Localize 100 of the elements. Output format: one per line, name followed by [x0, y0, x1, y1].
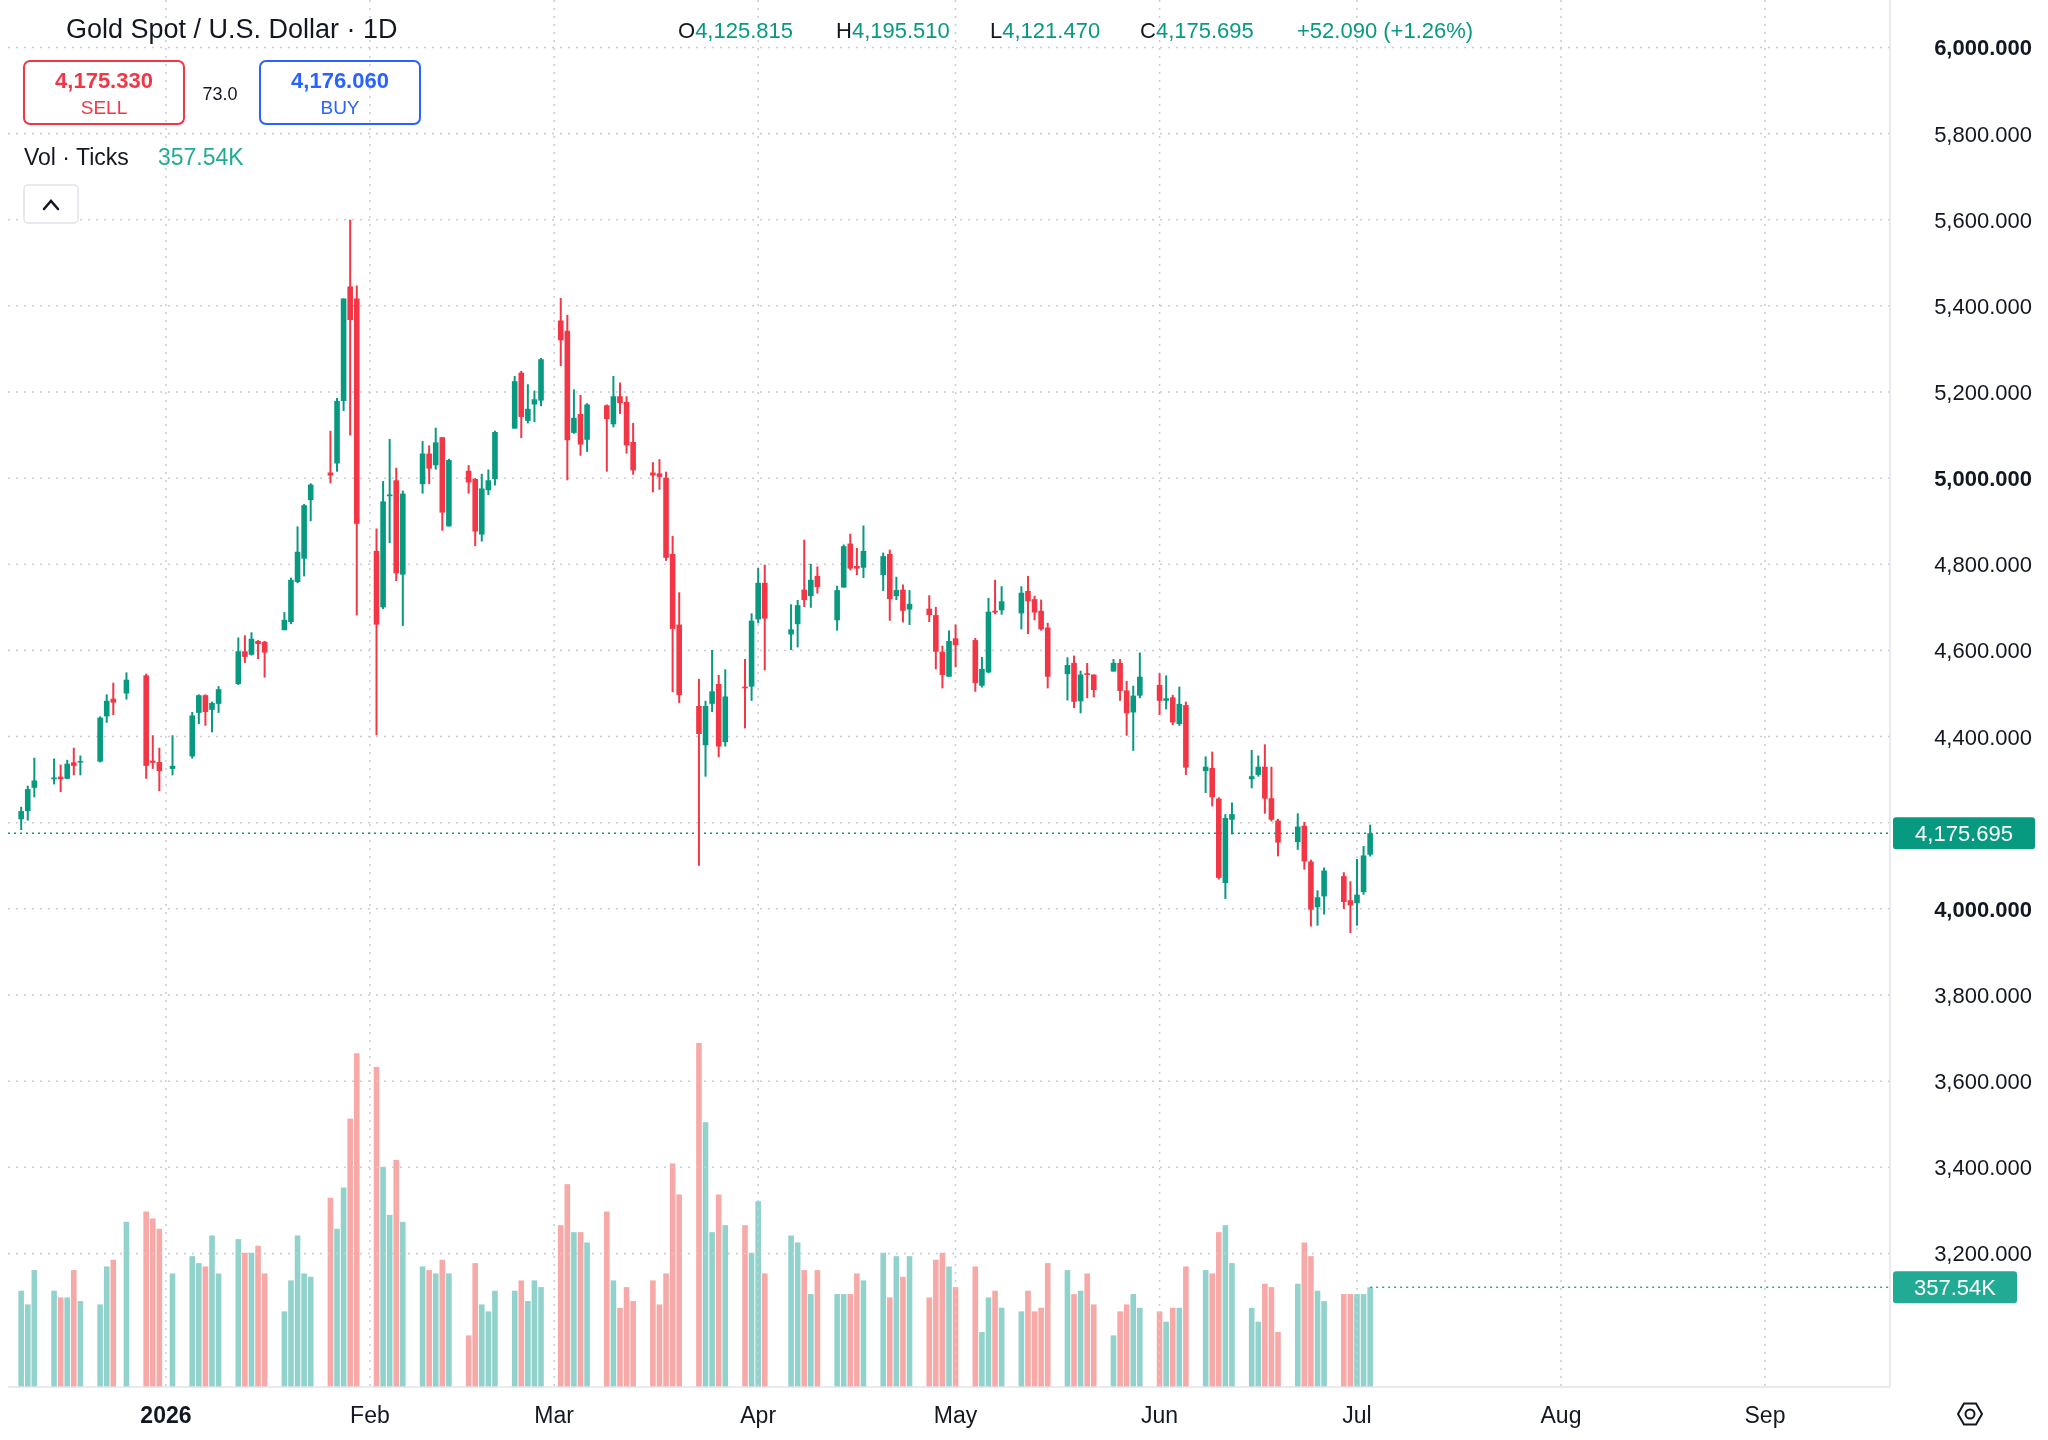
- x-tick-label: Sep: [1744, 1402, 1786, 1428]
- bar: [1183, 1266, 1189, 1387]
- annotation: H4,195.510: [836, 18, 950, 43]
- bar: [801, 1270, 808, 1388]
- bar: [900, 1276, 906, 1387]
- y-tick-label: 3,600.000: [1934, 1069, 2032, 1095]
- candlestick: [992, 578, 998, 616]
- candlestick: [18, 805, 24, 832]
- candlestick: [860, 524, 867, 580]
- y-tick-label: 6,000.000: [1934, 35, 2032, 61]
- bar: [393, 1159, 400, 1387]
- x-tick-label: Apr: [740, 1402, 777, 1428]
- y-tick-label: 4,800.000: [1934, 552, 2032, 578]
- candlestick: [77, 754, 84, 777]
- candlestick: [801, 538, 808, 608]
- annotation: 4,175.330: [55, 68, 153, 93]
- bar: [1163, 1321, 1169, 1387]
- candlestick: [123, 671, 130, 701]
- annotation: +52.090 (+1.26%): [1297, 18, 1474, 43]
- bar: [880, 1252, 886, 1388]
- y-tick-label: 5,200.000: [1934, 379, 2032, 405]
- bar: [886, 1297, 893, 1387]
- candlestick: [103, 693, 110, 724]
- candlestick: [1137, 651, 1143, 700]
- y-tick-label: 5,600.000: [1934, 207, 2032, 233]
- text: Gold Spot / U.S. Dollar · 1D: [66, 14, 398, 44]
- x-tick-label: 2026: [140, 1402, 192, 1428]
- bar: [64, 1297, 71, 1387]
- y-tick-label: 3,400.000: [1934, 1155, 2032, 1181]
- annotation: 4,176.060: [291, 68, 389, 93]
- candlestick: [926, 594, 933, 623]
- candlestick: [1354, 857, 1360, 927]
- bar: [1071, 1294, 1077, 1387]
- ref-line-label: 4,175.695: [1915, 821, 2013, 847]
- y-tick-label: 5,800.000: [1934, 121, 2032, 147]
- bar: [808, 1294, 814, 1387]
- bar: [584, 1242, 590, 1387]
- x-tick-label: May: [933, 1402, 978, 1428]
- candlestick: [1275, 817, 1281, 858]
- annotation: O4,125.815: [678, 18, 793, 43]
- bar: [604, 1211, 610, 1387]
- y-tick-label: 4,000.000: [1934, 896, 2032, 922]
- bar: [110, 1259, 117, 1387]
- annotation: BUY: [320, 97, 360, 118]
- candlestick: [808, 562, 814, 609]
- candlestick: [571, 388, 577, 435]
- bar: [432, 1273, 439, 1387]
- candlestick: [110, 681, 117, 717]
- candlestick: [794, 599, 801, 649]
- bar: [722, 1225, 729, 1387]
- y-tick-label: 3,800.000: [1934, 983, 2032, 1009]
- y-tick-label: 5,000.000: [1934, 466, 2032, 492]
- y-tick-label: 4,600.000: [1934, 638, 2032, 664]
- candlestick: [604, 403, 610, 473]
- candlestick: [788, 603, 794, 651]
- candlestick: [51, 757, 57, 786]
- bar: [761, 1273, 768, 1387]
- bar: [696, 1042, 702, 1387]
- bar: [742, 1225, 748, 1387]
- candlestick: [242, 634, 248, 664]
- candlestick: [880, 551, 886, 592]
- chart-title: Vol · Ticks: [24, 144, 129, 170]
- candlestick: [24, 784, 31, 822]
- bar: [71, 1270, 77, 1388]
- bar: [426, 1270, 432, 1388]
- candlestick: [525, 383, 531, 425]
- x-tick-label: Feb: [350, 1402, 390, 1428]
- bar: [992, 1290, 998, 1387]
- annotation: C4,175.695: [1140, 18, 1254, 43]
- candlestick: [906, 589, 913, 627]
- bar: [51, 1290, 57, 1387]
- y-tick-label: 3,200.000: [1934, 1241, 2032, 1267]
- x-tick-label: Mar: [534, 1402, 575, 1428]
- y-tick-label: 5,400.000: [1934, 293, 2032, 319]
- candlestick: [1163, 674, 1169, 711]
- candlestick: [248, 631, 255, 657]
- candlestick: [1156, 672, 1163, 717]
- bar: [946, 1266, 952, 1387]
- candlestick: [71, 746, 77, 777]
- candlestick: [900, 583, 906, 624]
- x-tick-label: Aug: [1540, 1402, 1582, 1428]
- candlestick: [1255, 754, 1262, 778]
- bar: [400, 1221, 406, 1387]
- candlestick: [709, 648, 715, 714]
- bar: [242, 1252, 248, 1388]
- x-tick-label: Jul: [1342, 1402, 1372, 1428]
- candlestick: [952, 623, 959, 669]
- bar: [1169, 1307, 1176, 1387]
- annotation: 73.0: [202, 84, 238, 104]
- bar: [571, 1232, 577, 1387]
- candlestick: [1130, 684, 1137, 752]
- data-label: 357.54K: [1914, 1275, 1997, 1301]
- y-tick-label: 4,400.000: [1934, 724, 2032, 750]
- x-tick-label: Jun: [1141, 1402, 1179, 1428]
- candlestick: [386, 437, 393, 545]
- candlestick: [432, 426, 439, 471]
- annotation: SELL: [80, 97, 128, 118]
- chart-subtitle: 357.54K: [158, 144, 245, 170]
- annotation: L4,121.470: [990, 18, 1101, 43]
- bar: [518, 1280, 525, 1387]
